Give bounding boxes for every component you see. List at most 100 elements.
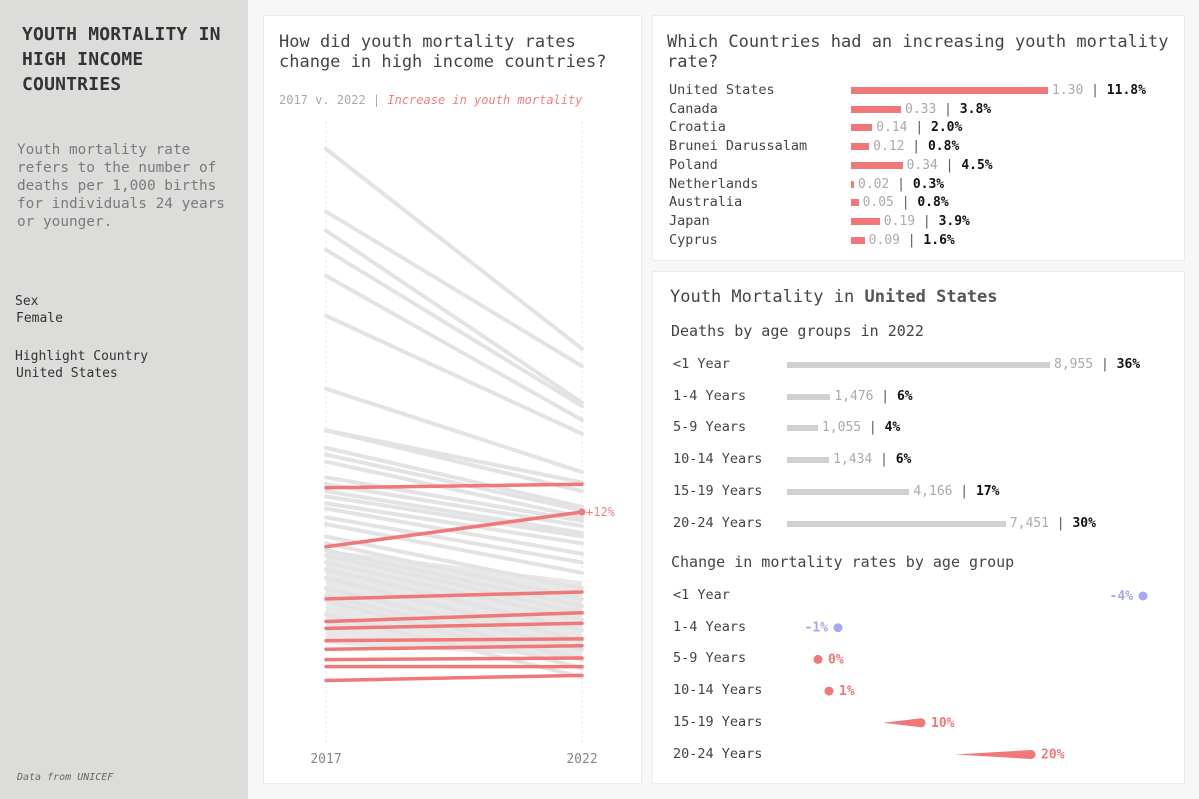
change-marker[interactable] (1138, 591, 1148, 601)
country-increase-bar[interactable] (851, 199, 859, 207)
country-increase-bar[interactable] (851, 143, 870, 151)
country-slope-line[interactable] (324, 475, 584, 523)
age-group-label: 15-19 Years (673, 482, 763, 499)
country-slope-line[interactable] (324, 459, 584, 520)
country-slope-line[interactable] (324, 147, 584, 351)
country-pct-change: 0.3% (912, 176, 945, 192)
country-value-label: 0.34 | 4.5% (907, 158, 993, 173)
slope-highlight-lines (324, 482, 584, 683)
increasing-country-slope-line[interactable] (324, 656, 584, 662)
change-marker[interactable] (916, 718, 926, 728)
age-deaths-bar[interactable] (787, 425, 818, 432)
country-slope-line[interactable] (324, 553, 584, 615)
country-increase-bar[interactable] (851, 236, 865, 244)
age-deaths-bar[interactable] (787, 457, 830, 464)
country-increase-bar[interactable] (851, 217, 880, 225)
filter-sex-label: Sex (15, 294, 39, 309)
change-marker[interactable] (833, 623, 843, 633)
country-slope-line[interactable] (324, 567, 584, 633)
slope-subtitle-prefix: 2017 v. 2022 | (279, 93, 388, 107)
country-slope-line[interactable] (324, 313, 584, 436)
sidebar: YOUTH MORTALITY IN HIGH INCOME COUNTRIES… (0, 0, 248, 799)
country-slope-line[interactable] (324, 489, 584, 535)
increasing-country-slope-line[interactable] (324, 644, 584, 652)
country-slope-line[interactable] (324, 273, 584, 422)
country-increase-bar[interactable] (851, 124, 873, 132)
country-slope-line[interactable] (324, 386, 584, 475)
country-value-label: 0.02 | 0.3% (858, 177, 944, 192)
country-value-label: 1.30 | 11.8% (1052, 83, 1146, 98)
country-slope-line[interactable] (324, 548, 584, 608)
country-increase-bar[interactable] (851, 180, 855, 188)
country-increase-bar[interactable] (851, 105, 901, 113)
country-rate-change: 0.09 (868, 232, 900, 248)
country-increase-bar[interactable] (851, 87, 1048, 94)
countries-panel: Which Countries had an increasing youth … (652, 15, 1185, 261)
slope-subtitle-highlight: Increase in youth mortality (387, 93, 583, 107)
countries-title: Which Countries had an increasing youth … (667, 32, 1169, 72)
filter-highlight-country[interactable]: Highlight Country United States (15, 348, 148, 382)
country-slope-line[interactable] (324, 541, 584, 601)
country-slope-line[interactable] (324, 576, 584, 643)
deaths-count: 1,476 (834, 388, 874, 404)
country-rate-change: 0.12 (873, 139, 905, 155)
age-deaths-bar[interactable] (787, 488, 910, 495)
country-label: Cyprus (669, 231, 718, 248)
country-slope-line[interactable] (324, 515, 584, 565)
change-marker[interactable] (1026, 750, 1036, 759)
filter-country-value[interactable]: United States (16, 366, 118, 381)
increasing-country-slope-line[interactable] (324, 621, 584, 631)
country-slope-line[interactable] (324, 428, 584, 494)
country-slope-line[interactable] (324, 522, 584, 575)
age-deaths-bar[interactable] (787, 362, 1050, 368)
country-rate-change: 1.30 (1052, 83, 1084, 98)
country-rate-change: 0.05 (862, 195, 894, 211)
age-deaths-bar[interactable] (787, 393, 831, 400)
country-slope-line[interactable] (324, 228, 584, 405)
change-age-label: 20-24 Years (673, 745, 763, 762)
age-deaths-bar[interactable] (787, 520, 1006, 527)
country-detail-panel: Youth Mortality in United States Deaths … (652, 271, 1185, 784)
country-slope-line[interactable] (324, 534, 584, 591)
filter-sex-value[interactable]: Female (16, 311, 63, 326)
country-slope-line[interactable] (324, 494, 584, 539)
country-rate-change: 0.19 (883, 213, 916, 229)
age-group-label: 20-24 Years (673, 514, 763, 531)
country-slope-line[interactable] (324, 247, 584, 409)
filter-sex[interactable]: Sex Female (15, 293, 63, 327)
country-label: Australia (669, 194, 743, 211)
country-label: Japan (669, 212, 710, 229)
age-deaths-value: 4,166 | 17% (913, 484, 999, 499)
country-rate-change: 0.33 (905, 101, 937, 117)
change-value-label: 10% (931, 716, 955, 731)
value-separator: | (1093, 357, 1117, 372)
country-slope-line[interactable] (324, 560, 584, 622)
value-separator: | (915, 213, 939, 229)
value-separator: | (1083, 83, 1107, 98)
deaths-share: 6% (896, 388, 913, 404)
country-slope-line[interactable] (324, 445, 584, 509)
highlight-endpoint-dot[interactable] (578, 508, 586, 516)
country-pct-change: 4.5% (961, 157, 993, 173)
deaths-count: 8,955 (1054, 357, 1094, 372)
change-marker[interactable] (813, 654, 823, 664)
increasing-country-slope-line[interactable] (324, 510, 584, 549)
country-slope-line[interactable] (324, 209, 584, 369)
country-value-label: 0.14 | 2.0% (876, 120, 962, 135)
country-slope-line[interactable] (324, 452, 584, 513)
increasing-country-slope-line[interactable] (324, 637, 584, 643)
country-pct-change: 0.8% (927, 139, 960, 155)
increasing-country-slope-line[interactable] (324, 590, 584, 601)
deaths-count: 1,055 (821, 420, 862, 436)
increasing-country-slope-line[interactable] (324, 482, 584, 490)
increasing-country-slope-line[interactable] (324, 673, 584, 683)
change-marker[interactable] (824, 686, 834, 696)
country-slope-line[interactable] (324, 501, 584, 546)
country-pct-change: 0.8% (917, 195, 949, 211)
increasing-country-slope-line[interactable] (324, 611, 584, 624)
tick-label-2022: 2022 (566, 752, 597, 767)
country-rate-change: 0.02 (858, 176, 890, 192)
age-deaths-value: 1,476 | 6% (834, 389, 912, 404)
country-pct-change: 3.9% (938, 213, 970, 229)
country-increase-bar[interactable] (851, 161, 903, 169)
